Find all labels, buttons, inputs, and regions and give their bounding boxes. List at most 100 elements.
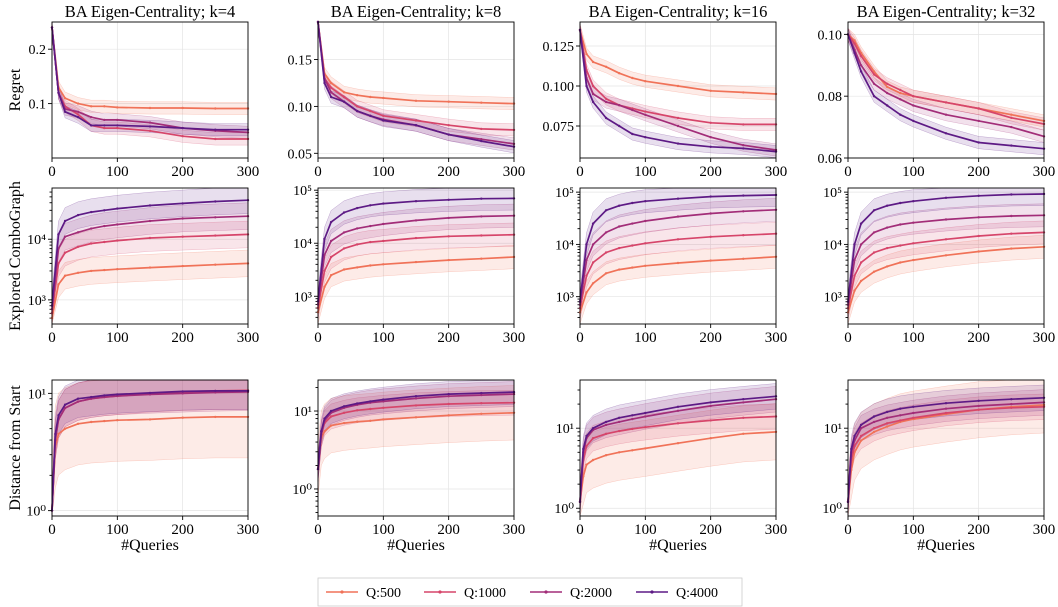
data-point bbox=[853, 42, 856, 45]
data-point bbox=[116, 393, 119, 396]
series-line bbox=[51, 27, 248, 110]
x-axis-label: #Queries bbox=[917, 537, 975, 554]
data-point bbox=[148, 236, 152, 240]
data-point bbox=[447, 133, 450, 136]
data-point bbox=[480, 412, 483, 415]
legend-marker bbox=[340, 590, 344, 594]
data-point bbox=[214, 137, 217, 141]
data-point bbox=[76, 271, 80, 274]
data-point bbox=[977, 234, 980, 238]
data-point bbox=[103, 224, 106, 228]
plot-frame bbox=[579, 21, 777, 159]
data-point bbox=[853, 274, 856, 278]
data-point bbox=[886, 82, 889, 86]
data-point bbox=[342, 268, 346, 271]
data-point bbox=[944, 101, 948, 104]
data-point bbox=[382, 96, 385, 100]
data-point bbox=[853, 39, 856, 42]
x-tick-label: 300 bbox=[1033, 522, 1056, 538]
data-point bbox=[57, 432, 60, 436]
data-point bbox=[872, 73, 876, 76]
data-point bbox=[57, 91, 60, 94]
data-point bbox=[886, 85, 889, 89]
data-point bbox=[604, 231, 608, 234]
data-point bbox=[116, 126, 119, 130]
x-tick-label: 0 bbox=[48, 164, 56, 180]
legend: Q:500 Q:1000 Q:2000 Q:4000 bbox=[317, 577, 743, 607]
data-point bbox=[342, 405, 346, 408]
data-point bbox=[342, 91, 346, 94]
series-line bbox=[317, 391, 515, 470]
data-point bbox=[214, 415, 217, 419]
y-tick-label: 10³ bbox=[556, 291, 574, 306]
data-point bbox=[850, 447, 853, 451]
data-point bbox=[644, 219, 647, 223]
data-point bbox=[644, 200, 647, 203]
data-point bbox=[618, 416, 621, 419]
x-axis-label: #Queries bbox=[387, 537, 445, 554]
x-tick-label: 300 bbox=[503, 522, 526, 538]
data-point bbox=[148, 391, 152, 395]
data-point bbox=[644, 447, 647, 450]
data-point bbox=[977, 216, 980, 219]
data-point bbox=[369, 264, 372, 267]
data-point bbox=[116, 207, 119, 210]
data-point bbox=[320, 430, 323, 433]
data-point bbox=[872, 70, 876, 73]
x-tick-label: 200 bbox=[171, 164, 194, 180]
data-point bbox=[604, 420, 608, 424]
data-point bbox=[618, 420, 621, 424]
data-point bbox=[644, 110, 647, 113]
y-tick-label: 0.05 bbox=[288, 147, 313, 162]
data-point bbox=[382, 398, 385, 401]
data-point bbox=[356, 109, 359, 113]
data-point bbox=[329, 409, 333, 413]
data-point bbox=[116, 124, 119, 127]
data-point bbox=[382, 263, 385, 266]
data-point bbox=[116, 106, 119, 109]
data-point bbox=[886, 204, 889, 207]
chart-panel: 0 100 200 300 10³ 10⁴ 10⁵ bbox=[823, 186, 1055, 346]
data-point bbox=[148, 121, 152, 124]
data-point bbox=[872, 420, 876, 424]
x-axis-label: #Queries bbox=[649, 537, 707, 554]
y-tick-label: 0.10 bbox=[288, 100, 313, 115]
data-point bbox=[709, 404, 712, 408]
data-point bbox=[63, 427, 67, 430]
data-point bbox=[742, 432, 745, 435]
data-point bbox=[709, 419, 712, 422]
chart-panel: 0 100 200 300 10³ 10⁴ 10⁵ bbox=[555, 186, 787, 346]
data-point bbox=[742, 147, 745, 150]
data-point bbox=[899, 91, 902, 95]
x-tick-label: 100 bbox=[634, 522, 657, 538]
x-tick-label: 200 bbox=[699, 522, 722, 538]
data-point bbox=[644, 136, 647, 139]
data-point bbox=[591, 427, 595, 430]
data-point bbox=[631, 222, 634, 225]
data-point bbox=[631, 244, 634, 247]
data-point bbox=[709, 121, 712, 125]
data-point bbox=[1010, 125, 1013, 129]
x-tick-label: 0 bbox=[48, 330, 56, 346]
data-point bbox=[676, 409, 680, 412]
chart-panel: 0 100 200 300 10⁰ 10¹ #Queries bbox=[822, 379, 1056, 554]
x-tick-label: 0 bbox=[48, 522, 56, 538]
data-point bbox=[859, 261, 863, 264]
data-point bbox=[591, 243, 595, 246]
chart-title: BA Eigen-Centrality; k=32 bbox=[857, 2, 1036, 21]
chart-panel: 0 100 200 300 10⁰ 10¹ #Queries bbox=[292, 379, 526, 554]
chart-title: BA Eigen-Centrality; k=4 bbox=[65, 2, 236, 21]
y-tick-label: 0.100 bbox=[543, 80, 575, 95]
data-point bbox=[480, 393, 483, 397]
data-point bbox=[414, 200, 418, 203]
data-point bbox=[356, 105, 359, 108]
x-tick-label: 0 bbox=[576, 522, 584, 538]
x-tick-label: 200 bbox=[699, 164, 722, 180]
data-point bbox=[214, 216, 217, 219]
data-point bbox=[977, 399, 980, 402]
series-line bbox=[51, 416, 248, 511]
chart-panel: 0 100 200 300 10⁰ 10¹ #Queries bbox=[554, 379, 787, 554]
data-point bbox=[480, 139, 483, 143]
data-point bbox=[382, 222, 385, 226]
